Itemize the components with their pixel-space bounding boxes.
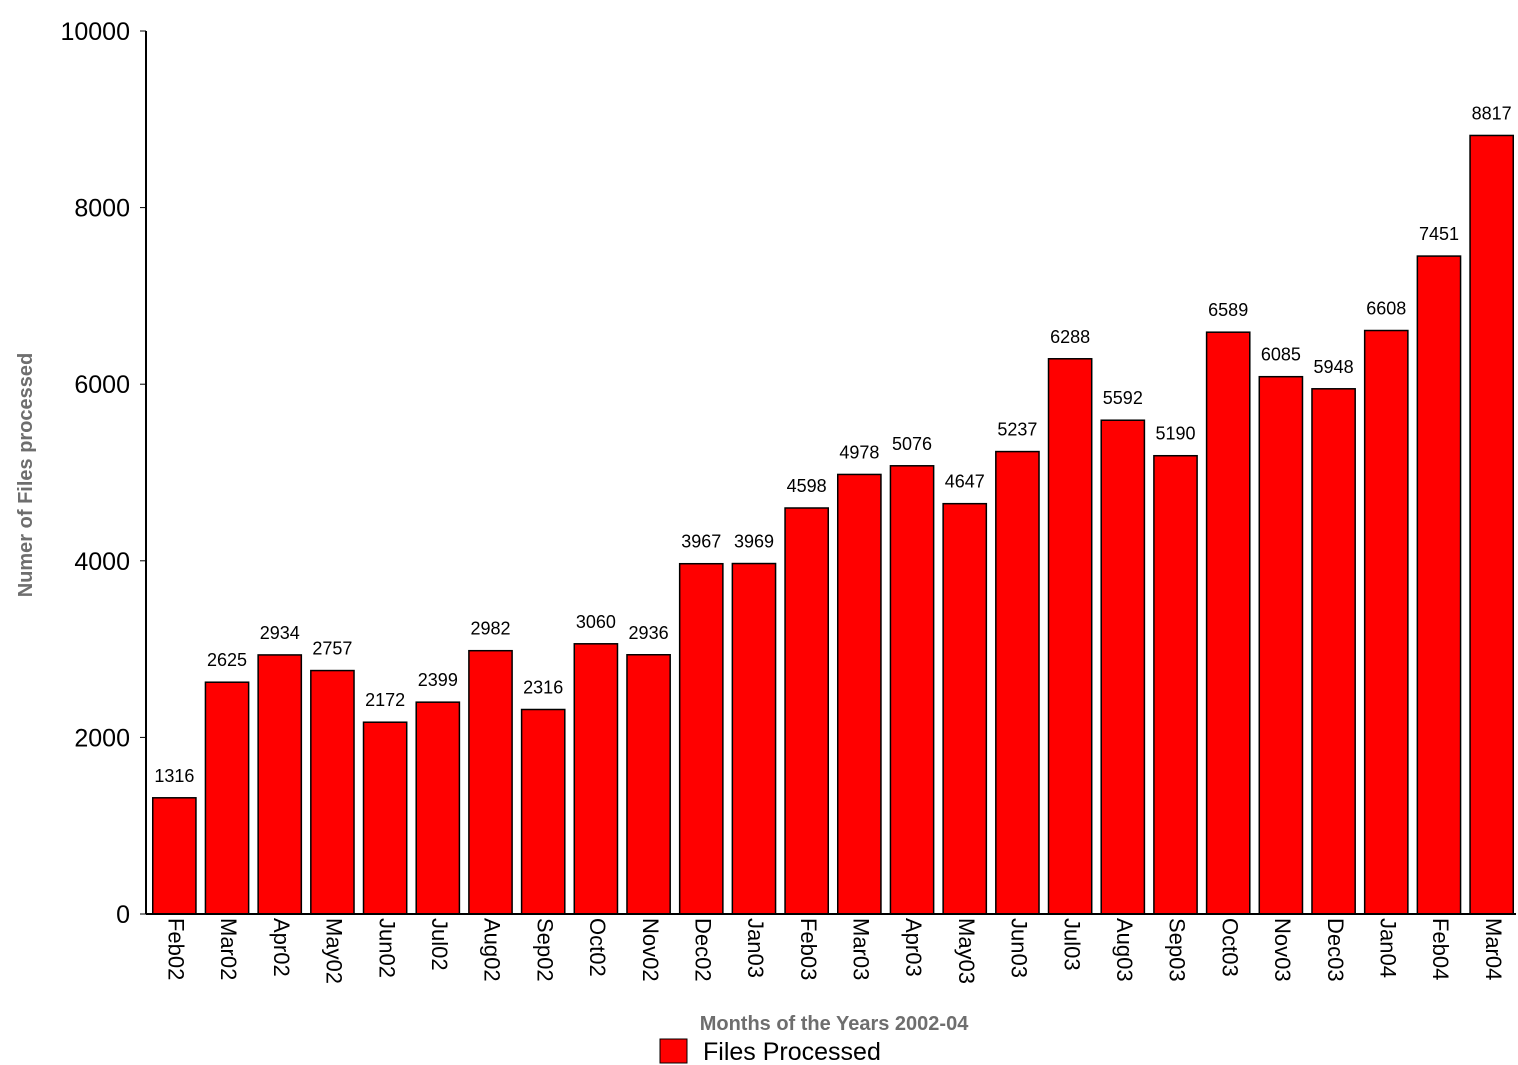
data-label: 4647 — [945, 472, 985, 492]
data-label: 2172 — [365, 690, 405, 710]
bar-mar04 — [1469, 134, 1515, 915]
data-label: 2399 — [418, 670, 458, 690]
data-labels: 1316 2625 2934 2757 2172 2399 2982 2316 3060 2936… — [154, 103, 1511, 785]
x-tick-label: Jan04 — [1375, 918, 1400, 978]
bar-may02 — [310, 669, 355, 915]
x-tick-label: Sep03 — [1165, 918, 1190, 982]
y-tick-label: 0 — [116, 901, 130, 929]
data-label: 4598 — [787, 476, 827, 496]
x-tick-label: Jul02 — [427, 918, 452, 971]
x-tick-label: May02 — [322, 918, 347, 984]
y-tick-label: 10000 — [60, 18, 130, 46]
y-tick-label: 2000 — [74, 724, 130, 752]
bar-jul03 — [1047, 358, 1093, 915]
data-label: 3060 — [576, 612, 616, 632]
bar-mar02 — [204, 681, 250, 915]
x-tick-label: Mar02 — [216, 918, 241, 980]
data-label: 6608 — [1366, 299, 1406, 319]
data-label: 2757 — [312, 639, 352, 659]
data-label: 2625 — [207, 650, 247, 670]
y-tick-label: 4000 — [74, 548, 130, 576]
data-label: 5076 — [892, 434, 932, 454]
bar-nov03 — [1258, 375, 1304, 915]
bar-jun02 — [362, 721, 408, 915]
data-label: 6288 — [1050, 327, 1090, 347]
data-label: 5948 — [1314, 357, 1354, 377]
data-label: 6589 — [1208, 300, 1248, 320]
bar-feb04 — [1416, 255, 1462, 915]
data-label: 5237 — [997, 420, 1037, 440]
x-tick-label: Sep02 — [532, 918, 557, 982]
x-tick-label: Feb02 — [164, 918, 189, 980]
bar-nov02 — [626, 654, 671, 915]
bar-jun03 — [995, 450, 1040, 915]
bar-feb02 — [151, 797, 197, 915]
data-label: 5190 — [1155, 424, 1195, 444]
bar-apr02 — [257, 654, 303, 915]
x-axis-tick-labels: Feb02 Mar02 Apr02 May02 Jun02 Jul02 Aug02 Sep02… — [164, 918, 1506, 984]
bar-oct03 — [1205, 331, 1251, 915]
data-label: 7451 — [1419, 224, 1459, 244]
x-tick-label: Feb03 — [796, 918, 821, 980]
legend: Files Processed — [659, 1038, 881, 1065]
data-label: 2936 — [629, 623, 669, 643]
y-axis-title: Numer of Files processed — [15, 353, 37, 598]
bar-feb03 — [784, 507, 830, 915]
data-label: 5592 — [1103, 388, 1143, 408]
bar-oct02 — [573, 643, 619, 915]
data-label: 1316 — [154, 766, 194, 786]
bar-sep03 — [1153, 454, 1198, 915]
x-tick-label: Mar04 — [1481, 918, 1506, 980]
x-tick-label: Apr03 — [901, 918, 926, 977]
data-label: 4978 — [839, 442, 879, 462]
legend-label: Files Processed — [703, 1038, 881, 1065]
x-tick-label: Jun03 — [1007, 918, 1032, 978]
x-tick-label: Nov02 — [638, 918, 663, 982]
x-tick-label: May03 — [954, 918, 979, 984]
bars — [151, 134, 1515, 915]
data-label: 6085 — [1261, 345, 1301, 365]
x-tick-label: Mar03 — [849, 918, 874, 980]
bar-jan04 — [1363, 329, 1409, 915]
bar-may03 — [942, 502, 988, 915]
data-label: 2316 — [523, 677, 563, 697]
x-axis-title: Months of the Years 2002-04 — [700, 1013, 970, 1035]
x-tick-label: Jun02 — [374, 918, 399, 978]
data-label: 3967 — [681, 532, 721, 552]
x-tick-label: Feb04 — [1428, 918, 1453, 980]
bar-dec03 — [1311, 388, 1356, 915]
y-tick-label: 6000 — [74, 371, 130, 399]
x-tick-label: Aug03 — [1112, 918, 1137, 982]
bar-apr03 — [889, 465, 935, 915]
bar-jan03 — [731, 562, 777, 915]
bar-dec02 — [678, 562, 724, 915]
legend-swatch — [659, 1038, 688, 1064]
x-tick-label: Oct03 — [1217, 918, 1242, 977]
data-label: 2982 — [470, 619, 510, 639]
bar-aug03 — [1100, 419, 1146, 915]
data-label: 3969 — [734, 532, 774, 552]
x-tick-label: Aug02 — [480, 918, 505, 982]
bar-sep02 — [520, 708, 566, 915]
data-label: 2934 — [260, 623, 300, 643]
bar-mar03 — [836, 473, 882, 915]
x-tick-label: Jan03 — [743, 918, 768, 978]
bar-aug02 — [468, 649, 513, 915]
y-axis-ticks: 0 2000 4000 6000 8000 10000 — [60, 18, 146, 929]
x-tick-label: Nov03 — [1270, 918, 1295, 982]
x-tick-label: Dec03 — [1323, 918, 1348, 982]
y-tick-label: 8000 — [74, 195, 130, 223]
bar-jul02 — [415, 701, 461, 915]
x-tick-label: Oct02 — [585, 918, 610, 977]
x-tick-label: Jul03 — [1059, 918, 1084, 971]
x-tick-label: Dec02 — [690, 918, 715, 982]
data-label: 8817 — [1472, 103, 1512, 123]
x-tick-label: Apr02 — [269, 918, 294, 977]
